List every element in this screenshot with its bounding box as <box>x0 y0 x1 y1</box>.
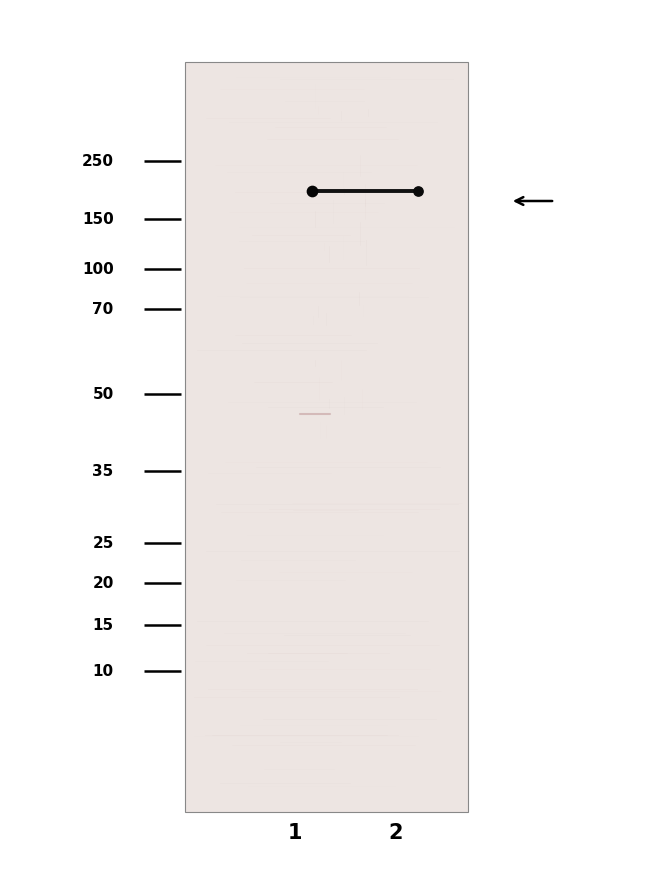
Text: 35: 35 <box>92 464 114 479</box>
Text: 1: 1 <box>287 823 302 842</box>
Text: 10: 10 <box>92 664 114 679</box>
Point <box>413 185 423 199</box>
Text: 100: 100 <box>82 262 114 277</box>
Text: 25: 25 <box>92 536 114 551</box>
Text: 50: 50 <box>92 387 114 402</box>
Text: 70: 70 <box>92 302 114 317</box>
Bar <box>185 63 468 812</box>
Text: 250: 250 <box>82 155 114 169</box>
Text: 2: 2 <box>388 823 402 842</box>
Text: 15: 15 <box>92 618 114 633</box>
Text: 20: 20 <box>92 576 114 591</box>
Point <box>307 185 317 199</box>
Text: 150: 150 <box>82 212 114 227</box>
